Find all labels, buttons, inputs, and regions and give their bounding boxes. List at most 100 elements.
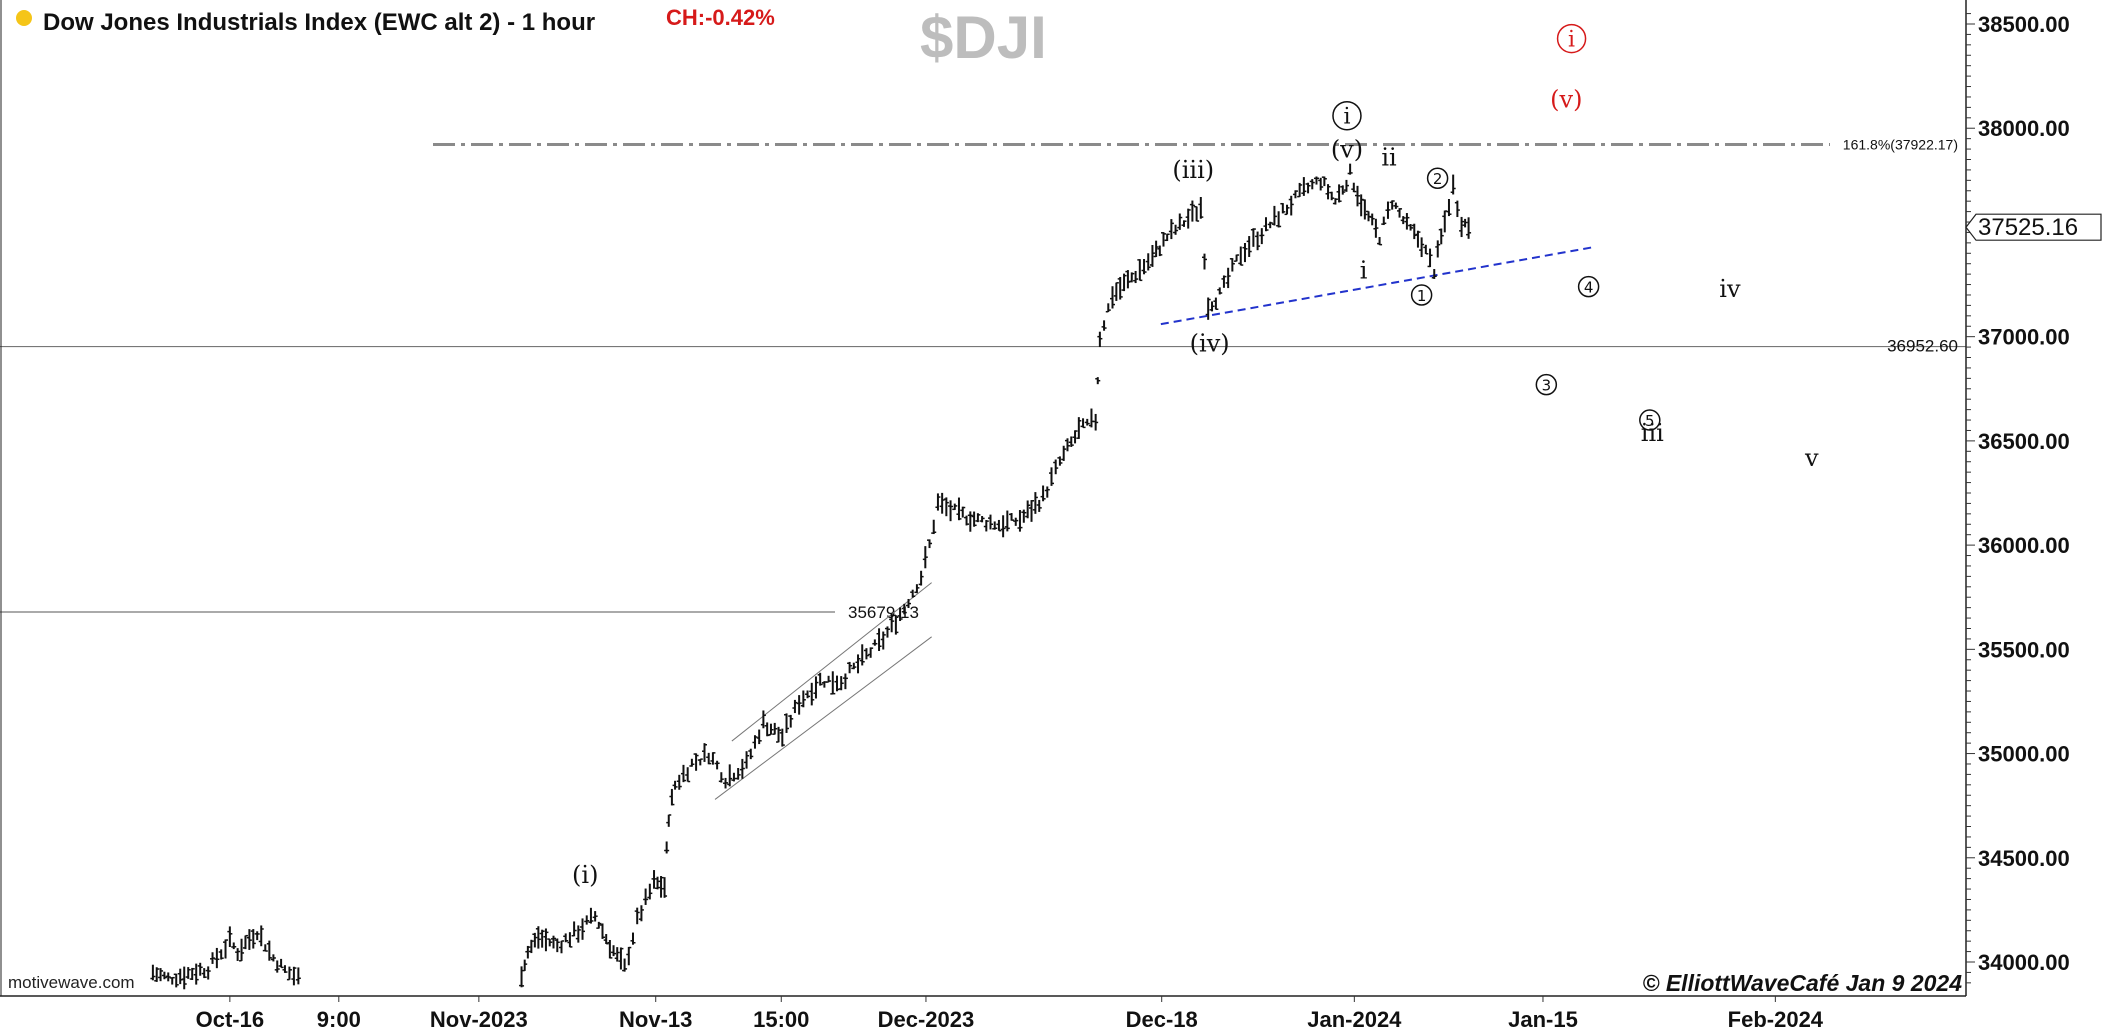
price-bar bbox=[1068, 436, 1074, 447]
price-bar bbox=[863, 648, 869, 660]
price-bar bbox=[1101, 320, 1107, 331]
price-bar bbox=[1072, 430, 1078, 444]
price-bar bbox=[214, 947, 220, 969]
y-tick-label: 34000.00 bbox=[1978, 950, 2070, 975]
price-bar bbox=[718, 772, 724, 783]
price-bar bbox=[1242, 243, 1248, 263]
price-bar bbox=[884, 626, 890, 638]
wave-label: (iv) bbox=[1190, 329, 1230, 357]
price-bar bbox=[1221, 275, 1227, 288]
price-bar bbox=[282, 965, 288, 973]
price-bar bbox=[1076, 417, 1082, 439]
price-bar bbox=[1181, 220, 1187, 227]
y-tick-label: 36500.00 bbox=[1978, 429, 2070, 454]
price-bar bbox=[1329, 191, 1335, 201]
price-bar bbox=[223, 939, 229, 959]
svg-text:5: 5 bbox=[1645, 412, 1655, 430]
price-bar bbox=[258, 925, 264, 947]
level-label-35679: 35679.13 bbox=[848, 603, 919, 622]
price-bar bbox=[1340, 185, 1346, 195]
price-bar bbox=[971, 511, 977, 527]
price-bar bbox=[1049, 467, 1054, 486]
price-bar bbox=[1113, 282, 1119, 301]
price-bar bbox=[154, 967, 160, 982]
price-bar bbox=[956, 497, 962, 521]
price-bar bbox=[1061, 445, 1067, 461]
price-bar bbox=[1213, 297, 1219, 311]
svg-text:3: 3 bbox=[1542, 377, 1552, 395]
price-bar bbox=[1397, 208, 1403, 218]
price-bar bbox=[838, 676, 844, 691]
circled-wave-label: 4 bbox=[1577, 275, 1600, 298]
price-bar bbox=[607, 940, 613, 959]
price-bar bbox=[868, 647, 874, 658]
price-bar bbox=[901, 603, 907, 615]
x-tick-label: 9:00 bbox=[317, 1007, 361, 1032]
x-tick-label: 15:00 bbox=[753, 1007, 809, 1032]
price-bar bbox=[618, 947, 624, 970]
price-bar bbox=[672, 780, 678, 790]
price-bar bbox=[1351, 182, 1357, 193]
circled-wave-label: 1 bbox=[1410, 284, 1433, 306]
price-bar bbox=[779, 728, 785, 747]
price-bar bbox=[996, 519, 1002, 532]
price-bar bbox=[772, 722, 778, 735]
price-bar bbox=[748, 748, 754, 760]
price-bar bbox=[842, 673, 848, 690]
price-bar bbox=[1029, 500, 1035, 522]
price-bar bbox=[1362, 199, 1368, 220]
price-bar bbox=[231, 942, 237, 950]
price-bar bbox=[983, 520, 989, 532]
price-bar bbox=[1246, 236, 1252, 257]
price-bar bbox=[992, 521, 998, 530]
price-bar bbox=[1250, 228, 1256, 247]
price-bar bbox=[784, 713, 790, 733]
change-readout: CH:-0.42% bbox=[666, 5, 775, 30]
price-bar bbox=[1157, 245, 1163, 257]
x-tick-label: Dec-2023 bbox=[878, 1007, 975, 1032]
price-bar bbox=[768, 723, 774, 736]
price-bar bbox=[239, 938, 245, 962]
price-bar bbox=[1238, 246, 1244, 266]
y-axis[interactable]: 38500.0038000.0037500.0037000.0036500.00… bbox=[1965, 0, 2102, 996]
price-bar bbox=[651, 870, 657, 889]
x-tick-label: Jan-2024 bbox=[1307, 1007, 1402, 1032]
price-bar bbox=[543, 928, 549, 952]
price-bar bbox=[1225, 267, 1231, 289]
price-bar bbox=[189, 967, 195, 981]
price-bar bbox=[952, 503, 958, 511]
price-bar bbox=[1109, 286, 1115, 309]
price-bar bbox=[1194, 205, 1200, 222]
price-bar bbox=[181, 966, 187, 990]
price-bar bbox=[1419, 237, 1425, 258]
price-bar bbox=[666, 814, 672, 827]
price-bar bbox=[943, 497, 949, 517]
price-bar bbox=[1189, 200, 1195, 222]
copyright-note: © ElliottWaveCafé Jan 9 2024 bbox=[1643, 970, 1963, 996]
price-bar bbox=[254, 931, 260, 941]
price-bar bbox=[165, 972, 171, 982]
price-bar bbox=[1121, 273, 1127, 292]
price-bar bbox=[935, 493, 941, 511]
price-bar bbox=[584, 915, 590, 925]
price-bar bbox=[1036, 499, 1042, 512]
price-bar bbox=[1369, 213, 1375, 226]
price-bar bbox=[1400, 216, 1406, 225]
circled-wave-label: 2 bbox=[1426, 167, 1449, 189]
x-tick-label: Dec-18 bbox=[1126, 1007, 1198, 1032]
wave-label: v bbox=[1804, 444, 1819, 472]
price-bar bbox=[580, 918, 586, 940]
price-bar bbox=[1080, 418, 1086, 429]
price-bar bbox=[205, 966, 211, 980]
price-bar bbox=[539, 929, 545, 948]
price-bar bbox=[201, 968, 207, 979]
price-bar bbox=[1423, 244, 1429, 255]
price-bar bbox=[274, 960, 280, 973]
price-bar bbox=[575, 925, 581, 943]
x-axis[interactable]: Oct-16 9:00 Nov-2023 Nov-13 15:00 Dec-2023 Dec… bbox=[0, 0, 1966, 1032]
y-tick-label: 35500.00 bbox=[1978, 637, 2070, 662]
price-bar bbox=[658, 876, 664, 898]
price-bar bbox=[1198, 196, 1204, 219]
price-bar bbox=[714, 760, 720, 770]
